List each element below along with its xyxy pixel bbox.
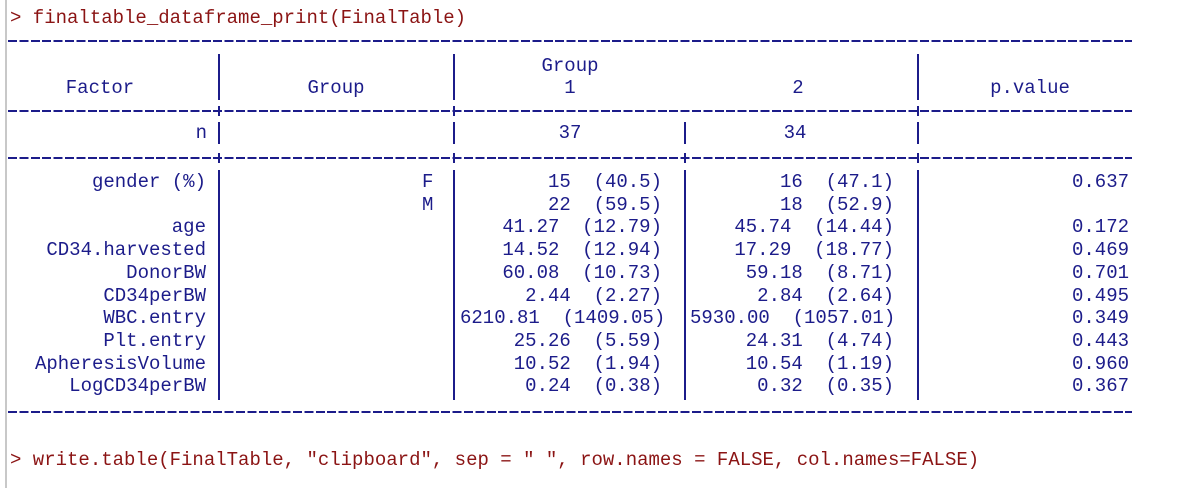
rule-cross <box>218 153 220 163</box>
col-divider <box>218 122 220 144</box>
row-level: F <box>422 171 434 193</box>
row-group-1: 10.52 (1.94) <box>513 352 662 375</box>
row-group-2: 16 (47.1) <box>779 171 894 193</box>
rule-cross <box>453 153 455 163</box>
console-command-print: > finaltable_dataframe_print(FinalTable) <box>10 7 467 29</box>
row-p-value: 0.469 <box>1071 239 1129 262</box>
row-p-value: 0.637 <box>1071 171 1129 193</box>
row-group-1: 22 (59.5) <box>547 193 662 216</box>
row-group-2: 24.31 (4.74) <box>745 329 894 352</box>
console-command-write-table: > write.table(FinalTable, "clipboard", s… <box>10 449 980 471</box>
row-factor: gender (%) <box>91 171 206 193</box>
row-factor: LogCD34perBW <box>69 375 206 398</box>
row-factor: ApheresisVolume <box>34 352 206 375</box>
col-divider <box>218 54 220 100</box>
rule-cross <box>684 153 686 163</box>
row-factor: Plt.entry <box>103 329 206 352</box>
row-group-2: 59.18 (8.71) <box>745 261 894 284</box>
header-group: Group <box>307 77 365 99</box>
col-divider <box>917 122 919 144</box>
row-group-2: 5930.00 (1057.01) <box>690 307 896 330</box>
col-divider <box>453 122 455 144</box>
row-factor: CD34.harvested <box>46 239 206 262</box>
rule-cross <box>218 106 220 116</box>
row-group-2: 45.74 (14.44) <box>734 216 894 239</box>
row-group-1: 60.08 (10.73) <box>502 261 662 284</box>
col-divider <box>453 54 455 100</box>
col-divider <box>917 54 919 100</box>
row-factor: WBC.entry <box>103 307 206 330</box>
row-group-2: 2.84 (2.64) <box>757 284 894 307</box>
col-divider <box>684 122 686 144</box>
row-group-2: 18 (52.9) <box>779 193 894 216</box>
row-p-value: 0.443 <box>1071 329 1129 352</box>
header-group-2: 2 <box>792 77 804 99</box>
col-divider <box>684 170 686 400</box>
col-divider <box>218 170 220 400</box>
row-factor: CD34perBW <box>103 284 206 307</box>
header-factor: Factor <box>65 77 135 99</box>
row-p-value: 0.367 <box>1071 375 1129 398</box>
row-group-1: 41.27 (12.79) <box>502 216 662 239</box>
rule-cross <box>453 106 455 116</box>
n-group-2: 34 <box>783 122 807 144</box>
console-gutter <box>5 0 7 488</box>
row-group-2: 17.29 (18.77) <box>734 239 894 262</box>
n-rule <box>8 157 1132 159</box>
header-rule <box>8 110 1132 112</box>
row-level: M <box>422 193 434 216</box>
n-group-1: 37 <box>558 122 582 144</box>
header-group-span: Group <box>541 55 599 77</box>
row-p-value: 0.172 <box>1071 216 1129 239</box>
col-divider <box>917 170 919 400</box>
header-p-value: p.value <box>990 77 1070 99</box>
row-group-1: 6210.81 (1409.05) <box>460 307 666 330</box>
rule-cross <box>917 153 919 163</box>
row-group-1: 2.44 (2.27) <box>525 284 662 307</box>
row-group-1: 25.26 (5.59) <box>513 329 662 352</box>
header-group-1: 1 <box>564 77 576 99</box>
rule-cross <box>917 106 919 116</box>
table-top-rule <box>8 40 1132 42</box>
row-p-value: 0.701 <box>1071 261 1129 284</box>
row-p-value: 0.495 <box>1071 284 1129 307</box>
n-label: n <box>195 122 207 144</box>
row-group-2: 10.54 (1.19) <box>745 352 894 375</box>
row-group-1: 14.52 (12.94) <box>502 239 662 262</box>
row-p-value: 0.349 <box>1071 307 1129 330</box>
col-divider <box>453 170 455 400</box>
row-group-1: 15 (40.5) <box>547 171 662 193</box>
row-factor: age <box>171 216 206 239</box>
row-group-2: 0.32 (0.35) <box>757 375 894 398</box>
row-group-1: 0.24 (0.38) <box>525 375 662 398</box>
row-factor: DonorBW <box>126 261 206 284</box>
row-p-value: 0.960 <box>1071 352 1129 375</box>
table-bottom-rule <box>8 411 1132 413</box>
